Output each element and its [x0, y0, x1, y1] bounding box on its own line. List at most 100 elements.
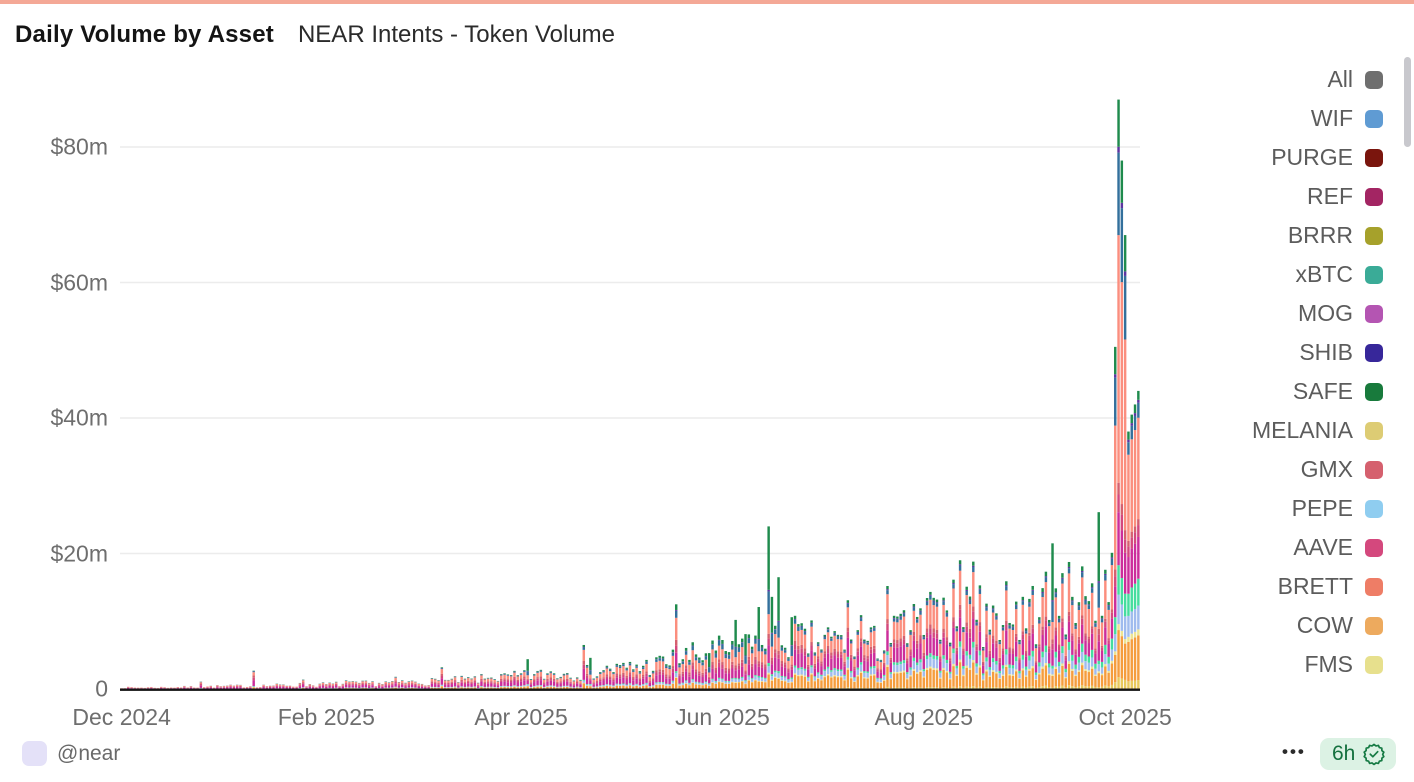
bar-segment	[978, 686, 982, 689]
bar-segment	[1071, 686, 1074, 689]
bar-segment	[945, 644, 949, 660]
bar-segment	[1038, 646, 1041, 651]
bar-segment	[902, 612, 906, 614]
legend-item-mog[interactable]: MOG	[1252, 294, 1383, 333]
bar-segment	[463, 687, 467, 689]
bar-segment	[698, 675, 701, 683]
bar-segment	[315, 687, 318, 689]
bar-segment	[453, 676, 457, 678]
bar-segment	[939, 661, 942, 671]
legend-item-safe[interactable]: SAFE	[1252, 372, 1383, 411]
account-avatar[interactable]	[22, 741, 47, 766]
bar-segment	[863, 678, 866, 689]
legend-item-brett[interactable]: BRETT	[1252, 567, 1383, 606]
legend-swatch	[1365, 655, 1383, 674]
account-handle[interactable]: @near	[57, 742, 121, 765]
bar-segment	[873, 668, 876, 675]
bar-segment	[935, 687, 939, 689]
bar-segment	[678, 684, 681, 686]
legend-item-gmx[interactable]: GMX	[1252, 450, 1383, 489]
bar-segment	[1110, 660, 1114, 664]
bar-segment	[579, 680, 582, 684]
bar-segment	[863, 671, 866, 673]
bar-segment	[823, 687, 826, 689]
bar-segment	[506, 674, 510, 675]
chart-canvas[interactable]	[120, 88, 1140, 691]
gridline	[120, 417, 1140, 419]
bar-segment	[556, 682, 559, 685]
bar-segment	[810, 623, 813, 627]
bar-segment	[1041, 592, 1044, 598]
bar-segment	[450, 687, 453, 689]
legend-item-aave[interactable]: AAVE	[1252, 528, 1383, 567]
bar-segment	[292, 687, 295, 689]
bar-segment	[549, 672, 552, 674]
right-scrollbar-thumb[interactable]	[1404, 57, 1411, 147]
bar-segment	[483, 682, 486, 685]
bar-segment	[754, 675, 757, 677]
bar-segment	[922, 652, 926, 656]
bar-segment	[849, 677, 853, 679]
legend-item-cow[interactable]: COW	[1252, 606, 1383, 645]
bar-segment	[625, 675, 628, 678]
bar-segment	[1044, 576, 1048, 578]
bar-segment	[909, 632, 912, 635]
bar-segment	[962, 632, 965, 649]
bar-segment	[575, 677, 579, 678]
bar-segment	[348, 682, 351, 684]
bar-segment	[816, 677, 820, 679]
bar-segment	[467, 683, 470, 687]
bar-segment	[932, 667, 935, 670]
legend-label: FMS	[1304, 651, 1353, 677]
bar-segment	[1024, 651, 1028, 654]
bar-segment	[1054, 651, 1058, 658]
bar-segment	[737, 651, 741, 664]
bar-segment	[830, 640, 833, 653]
legend-item-purge[interactable]: PURGE	[1252, 138, 1383, 177]
bar-segment	[430, 681, 434, 683]
legend-item-brrr[interactable]: BRRR	[1252, 216, 1383, 255]
legend-item-fms[interactable]: FMS	[1252, 645, 1383, 684]
bar-segment	[579, 680, 582, 681]
bar-segment	[856, 632, 859, 635]
bar-segment	[397, 684, 401, 685]
bar-segment	[434, 679, 437, 682]
stacked-bar-plot[interactable]	[120, 88, 1140, 691]
bar-segment	[1100, 619, 1104, 623]
legend-item-melania[interactable]: MELANIA	[1252, 411, 1383, 450]
bar-segment	[952, 579, 955, 584]
legend-item-ref[interactable]: REF	[1252, 177, 1383, 216]
bar-segment	[1107, 638, 1110, 641]
bar-segment	[1061, 577, 1064, 579]
bar-segment	[873, 674, 876, 676]
bar-segment	[691, 669, 694, 680]
bar-segment	[896, 647, 899, 663]
bar-segment	[942, 655, 945, 659]
legend-item-shib[interactable]: SHIB	[1252, 333, 1383, 372]
bar-segment	[536, 686, 539, 689]
bar-segment	[585, 684, 589, 686]
bar-segment	[1021, 639, 1025, 655]
legend-item-xbtc[interactable]: xBTC	[1252, 255, 1383, 294]
bar-segment	[285, 687, 288, 689]
bar-segment	[978, 625, 982, 632]
bar-segment	[767, 633, 770, 639]
bar-segment	[810, 622, 813, 624]
bar-segment	[995, 664, 998, 672]
bar-segment	[968, 600, 972, 605]
more-button[interactable]: •••	[1282, 742, 1306, 761]
bar-segment	[364, 681, 368, 683]
bar-segment	[681, 685, 685, 689]
refresh-badge[interactable]: 6h	[1320, 738, 1397, 770]
bar-segment	[655, 682, 658, 683]
bar-segment	[939, 670, 942, 673]
bar-segment	[1024, 631, 1028, 634]
bar-segment	[975, 644, 978, 647]
bar-segment	[919, 635, 922, 639]
legend-item-pepe[interactable]: PEPE	[1252, 489, 1383, 528]
bar-segment	[823, 634, 826, 637]
bar-segment	[219, 686, 222, 687]
legend-item-all[interactable]: All	[1252, 60, 1383, 99]
legend-item-wif[interactable]: WIF	[1252, 99, 1383, 138]
bar-segment	[846, 602, 850, 604]
